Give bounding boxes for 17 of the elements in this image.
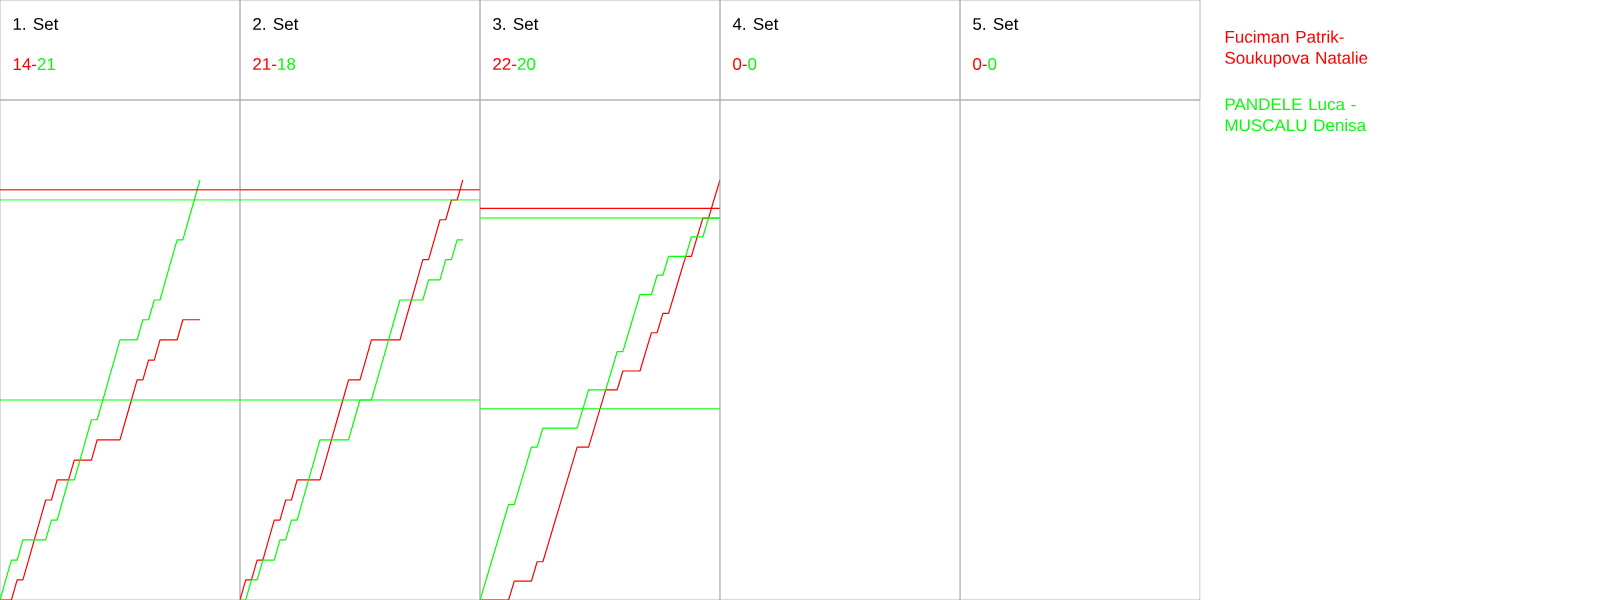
text: 14- — [13, 58, 37, 70]
text: 5. Set — [973, 17, 1019, 30]
text: 18 — [278, 57, 296, 70]
chart-title: 1. Set — [13, 17, 59, 30]
text: 21- — [253, 57, 277, 70]
text: 21 — [37, 58, 56, 70]
text: 22- — [493, 57, 517, 70]
text: 4. Set — [732, 17, 779, 30]
text: PANDELE Luca - MUSCALU Denisa — [1225, 98, 1367, 132]
text: 0 — [748, 57, 757, 70]
text: 0- — [733, 57, 747, 70]
chart-title: 3. Set — [493, 17, 539, 30]
chart-title: 2. Set — [253, 17, 299, 30]
text: 20 — [517, 57, 536, 70]
text: 0- — [973, 57, 987, 70]
text: Fuciman Patrik-Soukupova Natalie — [1225, 30, 1368, 68]
text: 0 — [988, 57, 997, 70]
